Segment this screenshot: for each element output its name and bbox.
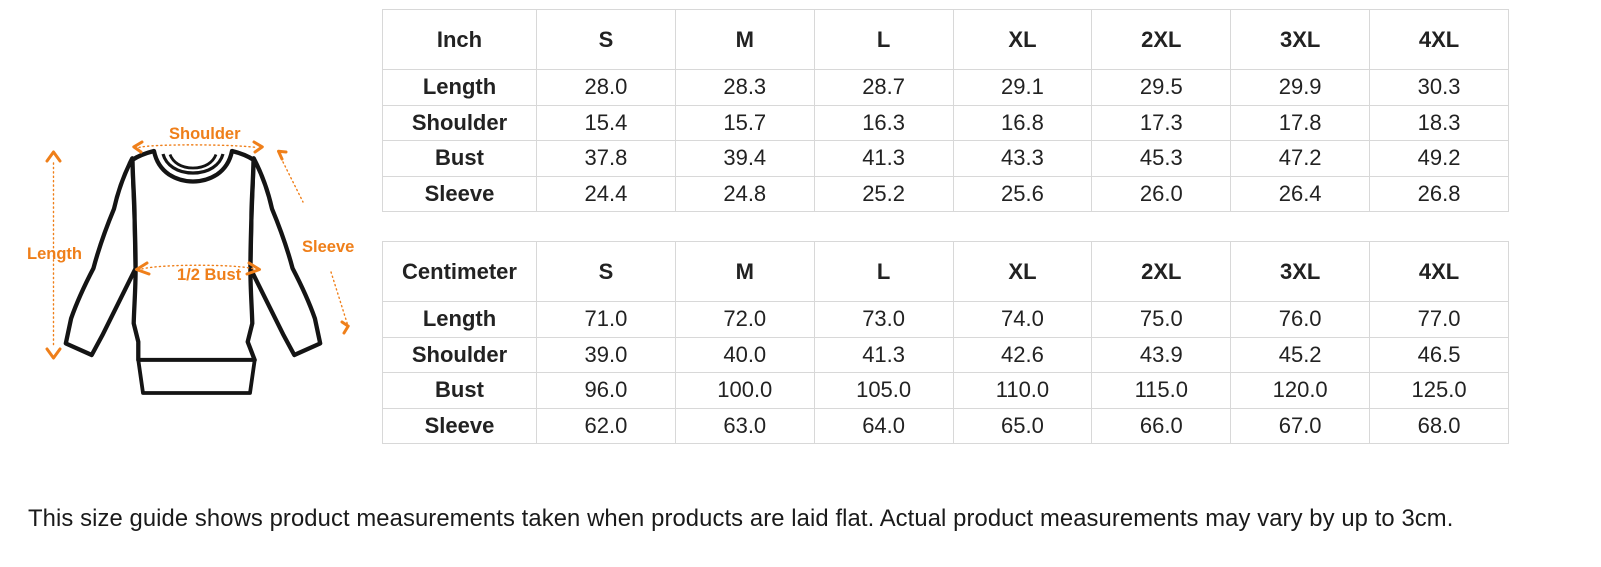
svg-text:Length: Length xyxy=(27,245,82,263)
svg-text:Sleeve: Sleeve xyxy=(302,238,354,256)
svg-text:1/2 Bust: 1/2 Bust xyxy=(177,266,242,284)
svg-text:Shoulder: Shoulder xyxy=(169,125,241,143)
